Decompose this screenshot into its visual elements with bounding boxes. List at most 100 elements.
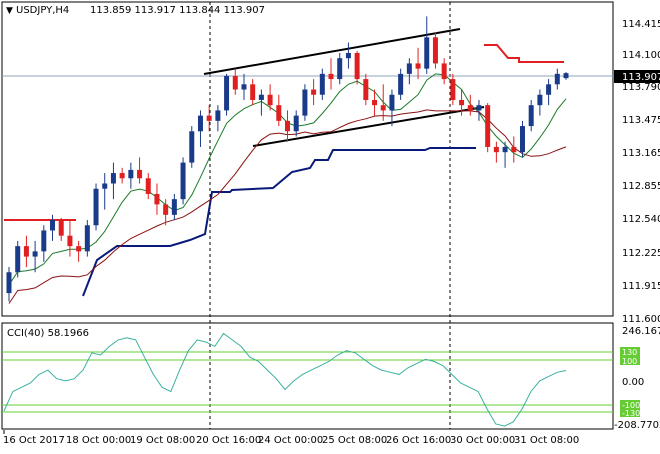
cci-tick: -130 <box>622 409 640 418</box>
candle-body <box>258 94 264 100</box>
time-tick: 20 Oct 16:00 <box>196 435 261 446</box>
channel-upper-line <box>203 28 461 75</box>
candle-body <box>345 52 351 59</box>
cci-tick: 0.00 <box>622 377 644 388</box>
candle-body <box>502 146 508 153</box>
ohlc-label: 113.859 113.917 113.844 113.907 <box>90 5 265 16</box>
chart-menu-icon[interactable]: ▼ <box>6 6 13 16</box>
candle-body <box>224 75 230 111</box>
price-axis: 114.415 114.100 113.790 113.475 113.165 … <box>622 19 660 325</box>
candle-body <box>546 84 552 95</box>
candle-body <box>302 89 308 116</box>
candle-body <box>128 169 134 179</box>
price-tick: 112.225 <box>622 248 660 259</box>
current-price-label: 113.907 <box>622 72 660 83</box>
symbol-label: USDJPY,H4 <box>16 5 69 16</box>
candle-body <box>23 246 29 257</box>
cci-line <box>3 332 567 427</box>
price-tick: 111.915 <box>622 281 660 292</box>
candle-body <box>163 204 169 215</box>
candle-body <box>206 115 212 121</box>
candle-body <box>102 183 108 189</box>
candlestick-series <box>6 16 569 302</box>
candle-body <box>372 99 378 106</box>
candle-body <box>476 105 482 111</box>
candle-body <box>76 246 82 252</box>
candle-body <box>93 188 99 226</box>
candle-body <box>406 63 412 74</box>
candle-body <box>58 220 64 236</box>
candle-body <box>424 37 430 69</box>
price-tick: 114.415 <box>622 19 660 30</box>
candle-body <box>389 94 395 111</box>
cci-level-lines <box>2 351 613 413</box>
time-tick: 24 Oct 00:00 <box>258 435 323 446</box>
time-tick: 31 Oct 08:00 <box>514 435 579 446</box>
channel-lower-line <box>252 106 485 147</box>
candle-body <box>197 115 203 132</box>
support-level-line <box>82 147 476 297</box>
time-tick: 18 Oct 00:00 <box>66 435 131 446</box>
price-tick: 113.475 <box>622 115 660 126</box>
cci-tick: 100 <box>622 357 637 366</box>
candle-body <box>15 246 21 273</box>
candle-body <box>267 94 273 106</box>
price-panel <box>1 1 614 317</box>
cci-axis: 246.1671 130 100 0.00 -100 -130 -208.770… <box>614 326 660 431</box>
candle-body <box>67 235 73 247</box>
candle-body <box>554 73 560 85</box>
indicator-title: CCI(40) 58.1966 <box>7 328 89 339</box>
candle-body <box>432 37 438 64</box>
candle-body <box>180 162 186 200</box>
time-tick: 26 Oct 16:00 <box>386 435 451 446</box>
time-tick: 16 Oct 2017 <box>3 435 65 446</box>
price-tick: 114.100 <box>622 50 660 61</box>
candle-body <box>84 225 90 252</box>
price-tick: 113.790 <box>622 82 660 93</box>
candle-body <box>415 63 421 69</box>
candle-body <box>154 193 160 205</box>
time-axis: 16 Oct 2017 18 Oct 00:00 19 Oct 08:00 20… <box>3 430 579 446</box>
candle-body <box>215 110 221 121</box>
candle-body <box>319 73 325 95</box>
candle-body <box>311 89 317 95</box>
candle-body <box>459 99 465 106</box>
candle-body <box>232 75 238 90</box>
candle-body <box>241 84 247 90</box>
candle-body <box>293 115 299 132</box>
candle-body <box>250 84 256 100</box>
candle-body <box>145 178 151 194</box>
time-tick: 19 Oct 08:00 <box>130 435 195 446</box>
candle-body <box>6 272 12 294</box>
resistance-level-line-right <box>484 44 564 63</box>
candle-body <box>137 169 143 179</box>
candle-body <box>519 126 525 153</box>
candle-body <box>485 105 491 147</box>
cci-tick: -100 <box>622 401 640 410</box>
cci-tick: 246.1671 <box>622 326 660 337</box>
candle-body <box>189 131 195 163</box>
candle-body <box>328 73 334 80</box>
candle-body <box>467 105 473 111</box>
candle-body <box>398 73 404 95</box>
current-price-badge <box>614 70 660 83</box>
candle-body <box>119 173 125 179</box>
candle-body <box>380 105 386 111</box>
candle-body <box>171 199 177 215</box>
candle-body <box>41 230 47 252</box>
price-tick: 112.540 <box>622 214 660 225</box>
candle-body <box>110 173 116 184</box>
price-tick: 112.855 <box>622 181 660 192</box>
candle-body <box>537 94 543 106</box>
candle-body <box>441 63 447 80</box>
candle-body <box>450 79 456 100</box>
price-tick: 111.600 <box>622 314 660 325</box>
candle-body <box>337 58 343 80</box>
time-tick: 30 Oct 00:00 <box>450 435 515 446</box>
candle-body <box>285 120 290 132</box>
candle-body <box>276 105 282 121</box>
day-separators <box>209 2 451 429</box>
candle-body <box>528 105 534 127</box>
